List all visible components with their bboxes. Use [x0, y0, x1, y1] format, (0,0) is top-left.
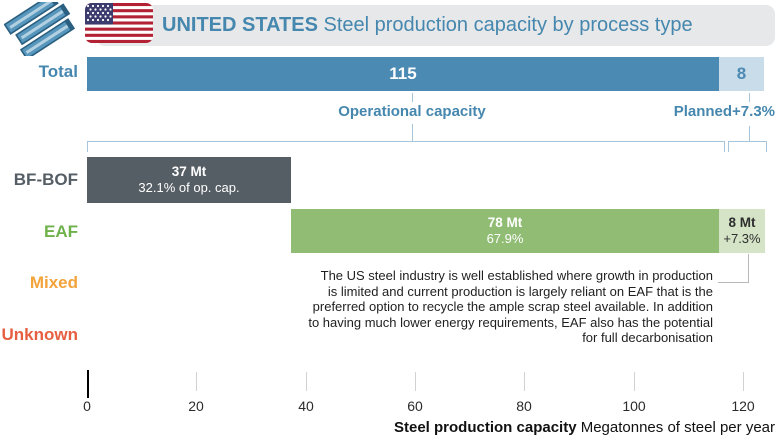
- axis-tick-40: [306, 372, 307, 391]
- axis-tick-80: [524, 372, 525, 391]
- note-text: The US steel industry is well establishe…: [308, 268, 713, 346]
- axis-label-60: 60: [407, 398, 423, 414]
- page-title: UNITED STATES Steel production capacity …: [162, 5, 693, 46]
- header-band: [96, 5, 775, 46]
- axis-tick-60: [415, 372, 416, 391]
- total-operational-bar: 115: [87, 57, 719, 91]
- total-planned-value: 8: [736, 64, 747, 83]
- axis-label-40: 40: [298, 398, 314, 414]
- eaf-planned-value: 8 Mt: [728, 215, 756, 230]
- axis-tick-100: [634, 372, 635, 391]
- eaf-planned-bar: 8 Mt +7.3%: [719, 209, 765, 253]
- us-flag-icon: [85, 3, 153, 43]
- planned-pct-text: +7.3%: [732, 103, 775, 120]
- eaf-bar: 78 Mt 67.9%: [291, 209, 719, 253]
- axis-title: Steel production capacity Megatonnes of …: [275, 419, 775, 436]
- axis-title-rest: Megatonnes of steel per year: [576, 419, 775, 436]
- row-label-total: Total: [38, 62, 78, 81]
- eaf-share: 67.9%: [486, 231, 524, 246]
- steel-beams-icon: [4, 2, 76, 56]
- row-label-mixed: Mixed: [29, 273, 78, 292]
- operational-tick-top: [412, 93, 413, 102]
- bf-bof-bar: 37 Mt 32.1% of op. cap.: [87, 157, 291, 203]
- axis-tick-0: [87, 370, 89, 398]
- planned-tick-bottom: [749, 126, 750, 141]
- axis-title-bold: Steel production capacity: [394, 419, 577, 436]
- axis-label-0: 0: [83, 398, 91, 414]
- planned-label-text: Planned: [673, 103, 733, 120]
- row-label-bf-bof: BF-BOF: [13, 170, 78, 189]
- axis-label-100: 100: [622, 398, 646, 414]
- axis-label-80: 80: [516, 398, 532, 414]
- note-connector-line: [718, 254, 749, 283]
- operational-capacity-label: Operational capacity: [338, 103, 486, 120]
- planned-label: Planned+7.3%: [600, 103, 775, 120]
- axis-tick-20: [196, 372, 197, 391]
- eaf-value: 78 Mt: [487, 215, 523, 230]
- page-title-country: UNITED STATES: [162, 14, 318, 36]
- planned-bracket: [728, 141, 767, 152]
- operational-tick-bottom: [412, 124, 413, 141]
- bf-bof-share: 32.1% of op. cap.: [138, 180, 240, 195]
- page-title-subtitle: Steel production capacity by process typ…: [323, 14, 693, 36]
- total-operational-value: 115: [389, 64, 417, 83]
- row-label-eaf: EAF: [44, 222, 78, 241]
- axis-label-20: 20: [188, 398, 204, 414]
- eaf-planned-pct: +7.3%: [723, 231, 761, 246]
- operational-bracket: [87, 141, 725, 152]
- total-planned-bar: 8: [719, 57, 764, 91]
- axis-tick-120: [743, 372, 744, 391]
- bf-bof-value: 37 Mt: [171, 164, 207, 179]
- planned-tick-top: [749, 93, 750, 102]
- row-label-unknown: Unknown: [1, 325, 79, 344]
- axis-label-120: 120: [731, 398, 755, 414]
